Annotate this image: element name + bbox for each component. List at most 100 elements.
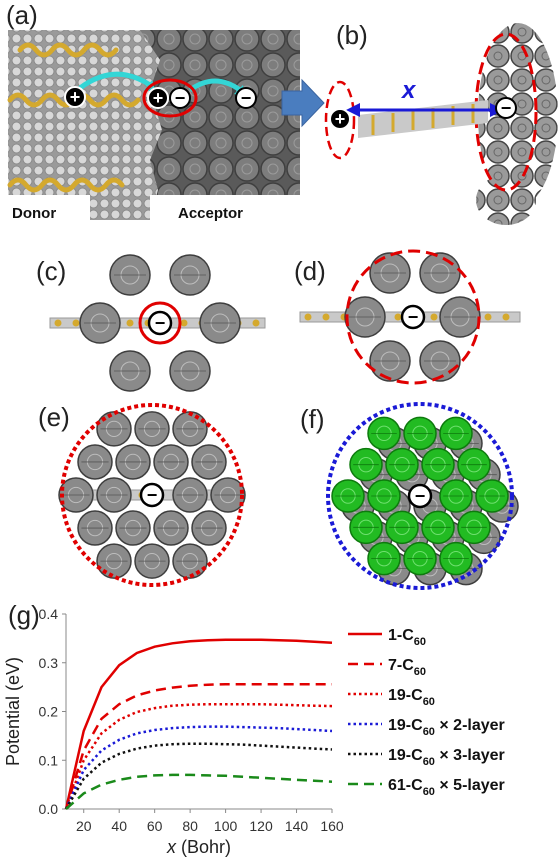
- series-line-1: [64, 638, 333, 810]
- plus-marker: +: [147, 87, 169, 109]
- y-tick-label: 0.2: [39, 704, 59, 720]
- panel-label-f: (f): [300, 404, 325, 434]
- minus-marker: −: [495, 97, 517, 119]
- radius-ring: [138, 301, 182, 345]
- fullerene-ball: [419, 252, 461, 294]
- fullerene-ball: [172, 543, 208, 579]
- fullerene-ball: [367, 479, 401, 513]
- fullerene-ball: [153, 510, 189, 546]
- panel-a-image: Donor Acceptor + + − −: [0, 30, 300, 225]
- fullerene-ball: [421, 510, 455, 545]
- svg-text:−: −: [155, 313, 166, 333]
- x-tick-label: 100: [214, 818, 238, 834]
- svg-text:−: −: [501, 98, 512, 118]
- fullerene-ball: [349, 510, 383, 545]
- x-tick-label: 160: [320, 818, 344, 834]
- transition-arrow: [281, 78, 325, 128]
- fullerene-ball: [457, 510, 491, 545]
- minus-marker: −: [147, 310, 173, 336]
- fullerene-ball: [109, 254, 151, 296]
- series-line-5: [64, 742, 333, 810]
- panel-label-e: (e): [38, 402, 70, 432]
- panel-b-image: x + −: [324, 23, 558, 225]
- fullerene-ball: [172, 411, 208, 447]
- y-tick-label: 0.4: [39, 606, 59, 622]
- legend-entry: 19-C60 × 3-layer: [388, 747, 505, 768]
- fullerene-ball: [439, 479, 473, 513]
- polymer-chain: [358, 100, 488, 138]
- legend-entry: 1-C60: [388, 627, 426, 648]
- minus-marker: −: [169, 87, 191, 109]
- fullerene-ball: [109, 350, 151, 392]
- legend-entry: 7-C60: [388, 657, 426, 678]
- fullerene-ball: [134, 411, 170, 447]
- fullerene-ball: [331, 479, 365, 513]
- y-tick-label: 0.0: [39, 801, 59, 817]
- x-tick-label: 80: [182, 818, 198, 834]
- svg-text:−: −: [415, 486, 426, 506]
- x-tick-label: 40: [111, 818, 127, 834]
- exciton-ring: [142, 78, 198, 118]
- panel-f-image: −: [326, 402, 519, 590]
- fullerene-ball: [367, 416, 401, 451]
- svg-text:−: −: [147, 485, 158, 505]
- y-tick-label: 0.1: [39, 752, 59, 768]
- series-line-3: [64, 702, 333, 810]
- panel-label-a: (a): [6, 0, 38, 30]
- donor-label: Donor: [12, 205, 56, 222]
- svg-text:+: +: [153, 88, 164, 108]
- x-tick-label: 120: [249, 818, 273, 834]
- fullerene-ball: [134, 543, 170, 579]
- hop-arrow-right: [188, 78, 242, 93]
- fullerene-ball: [77, 444, 113, 480]
- fullerene-ball: [439, 296, 481, 338]
- fullerene-ball: [439, 541, 473, 576]
- x-tick-label: 140: [285, 818, 309, 834]
- fullerene-ball: [210, 477, 246, 513]
- minus-marker: −: [400, 304, 426, 330]
- fullerene-ball: [191, 510, 227, 546]
- panel-label-b: (b): [336, 20, 368, 50]
- svg-text:+: +: [70, 87, 81, 107]
- fullerene-ball: [419, 340, 461, 382]
- panel-d-image: −: [299, 249, 521, 385]
- radius-ring: [345, 249, 481, 385]
- y-axis-label: Potential (eV): [3, 657, 23, 766]
- fullerene-ball: [96, 411, 132, 447]
- series-line-6: [65, 773, 333, 810]
- legend-entry: 61-C60 × 5-layer: [388, 777, 505, 798]
- fullerene-ball: [403, 541, 437, 576]
- acceptor-fullerene-region: [140, 30, 300, 220]
- fullerene-ball: [169, 254, 211, 296]
- potential-chart: 0.0 0.1 0.2 0.3 0.4 20 40 60 80 100 120 140 160 x (Bo…: [3, 606, 505, 857]
- series-line-4: [64, 725, 333, 810]
- svg-text:−: −: [408, 307, 419, 327]
- minus-marker: −: [235, 87, 257, 109]
- x-tick-label: 60: [147, 818, 163, 834]
- fullerene-ball: [172, 477, 208, 513]
- legend-entry: 19-C60 × 2-layer: [388, 717, 505, 738]
- distance-x-label: x: [400, 77, 417, 104]
- radius-ring: [326, 402, 514, 590]
- x-tick-label: 20: [76, 818, 92, 834]
- fullerene-ball: [79, 302, 121, 344]
- fullerene-ball: [475, 479, 509, 513]
- panel-e-image: −: [58, 403, 246, 587]
- fullerene-ball: [369, 340, 411, 382]
- panel-label-g: (g): [8, 600, 40, 630]
- fullerene-ball: [385, 510, 419, 545]
- fullerene-ball: [457, 447, 491, 482]
- fullerene-ball: [421, 447, 455, 482]
- fullerene-ball: [369, 252, 411, 294]
- donor-ring: [324, 80, 356, 160]
- hop-arrow-left: [78, 71, 152, 91]
- panel-label-c: (c): [36, 256, 67, 286]
- svg-text:+: +: [335, 109, 346, 129]
- fullerene-stack: [476, 23, 558, 225]
- minus-marker: −: [407, 483, 433, 509]
- fullerene-ball: [191, 444, 227, 480]
- fullerene-ball: [96, 477, 132, 513]
- radius-ring: [60, 403, 244, 587]
- fullerene-ball: [58, 477, 94, 513]
- fullerene-ball: [169, 350, 211, 392]
